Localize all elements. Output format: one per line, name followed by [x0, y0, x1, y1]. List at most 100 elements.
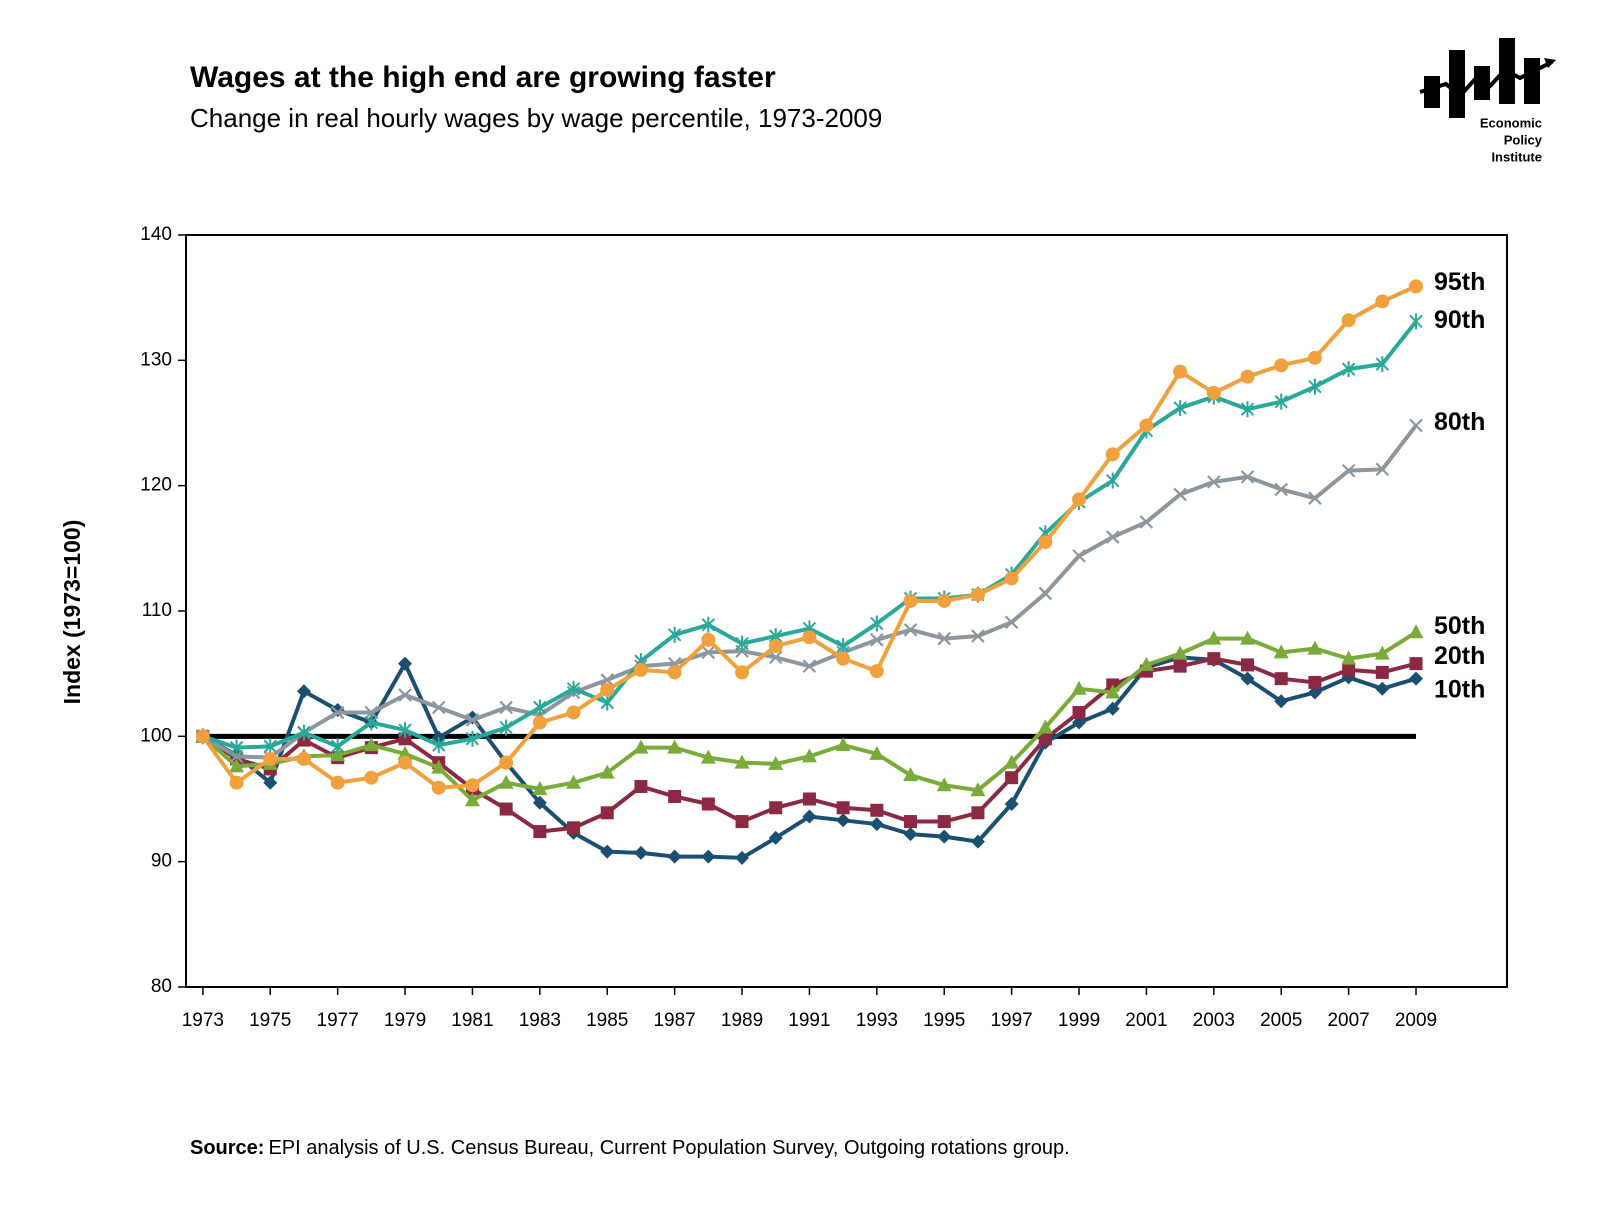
marker: [1038, 586, 1053, 601]
series-label: 80th: [1434, 408, 1485, 436]
marker: [1105, 447, 1120, 462]
marker: [1207, 652, 1221, 666]
y-axis-label: Index (1973=100): [59, 520, 85, 705]
logo-bar: [1524, 58, 1540, 104]
logo-bar: [1424, 76, 1440, 108]
marker: [1105, 684, 1121, 699]
logo-arrowhead: [1544, 58, 1556, 68]
marker: [1374, 645, 1390, 660]
marker: [802, 630, 817, 645]
marker: [869, 817, 884, 832]
marker: [768, 639, 783, 654]
marker: [735, 665, 750, 680]
marker: [330, 775, 345, 790]
marker: [836, 801, 850, 815]
marker: [1241, 658, 1255, 672]
marker: [937, 631, 952, 646]
plot-frame: [185, 234, 1508, 988]
marker: [1240, 630, 1256, 645]
logo-arrow: [1419, 60, 1553, 99]
marker: [1341, 361, 1356, 378]
marker: [330, 738, 345, 755]
logo: Economic Policy Institute: [1419, 38, 1556, 164]
x-tick-label: 1989: [721, 1010, 763, 1031]
x-tick-label: 1977: [317, 1010, 359, 1031]
marker: [1172, 645, 1188, 660]
marker: [1240, 369, 1255, 384]
marker: [667, 665, 682, 680]
series: 10th: [195, 650, 1485, 865]
chart-subtitle: Change in real hourly wages by wage perc…: [190, 103, 882, 133]
marker: [229, 758, 245, 773]
series-label: 90th: [1434, 306, 1485, 334]
marker: [1341, 313, 1356, 328]
series-line: [201, 656, 1417, 834]
x-tick-label: 1981: [451, 1010, 493, 1031]
x-tick-label: 2001: [1125, 1010, 1167, 1031]
marker: [398, 688, 412, 702]
marker: [1342, 663, 1356, 677]
marker: [600, 682, 615, 697]
marker: [263, 738, 277, 755]
marker: [1375, 665, 1389, 679]
marker: [1274, 482, 1288, 497]
marker: [633, 739, 649, 754]
marker: [667, 849, 682, 864]
marker: [566, 774, 582, 789]
x-tick-label: 1975: [249, 1010, 291, 1031]
marker: [700, 749, 716, 764]
marker: [1206, 385, 1221, 400]
marker: [363, 737, 379, 752]
marker: [971, 806, 985, 820]
marker: [701, 797, 715, 811]
x-tick-label: 2007: [1327, 1010, 1369, 1031]
x-tick-label: 1979: [384, 1010, 426, 1031]
marker: [1307, 640, 1323, 655]
marker: [398, 732, 412, 746]
marker: [1173, 487, 1187, 502]
x-tick-label: 1997: [990, 1010, 1032, 1031]
marker: [1207, 475, 1221, 489]
marker: [1409, 671, 1424, 686]
marker: [1139, 418, 1154, 433]
marker: [1307, 350, 1322, 365]
marker: [532, 795, 547, 810]
logo-text: Economic: [1480, 115, 1542, 130]
marker: [532, 780, 548, 795]
x-tick-label: 2003: [1193, 1010, 1235, 1031]
y-tick-label: 120: [140, 475, 172, 496]
series-line: [201, 630, 1418, 803]
marker: [431, 780, 446, 795]
marker: [1308, 378, 1322, 395]
marker: [296, 684, 311, 699]
marker: [735, 635, 749, 652]
marker: [1341, 650, 1357, 665]
marker: [397, 745, 413, 760]
chart-title: Wages at the high end are growing faster: [190, 61, 776, 94]
marker: [970, 782, 986, 797]
marker: [1274, 393, 1288, 410]
marker: [768, 755, 784, 770]
marker: [499, 755, 514, 770]
marker: [364, 705, 379, 720]
series-label: 50th: [1434, 612, 1485, 640]
marker: [1173, 659, 1187, 673]
marker: [869, 745, 885, 760]
marker: [1409, 418, 1423, 433]
marker: [1072, 706, 1086, 720]
y-tick-label: 110: [142, 600, 172, 621]
marker: [802, 659, 817, 673]
marker: [1173, 399, 1187, 416]
marker: [970, 587, 985, 602]
marker: [802, 792, 816, 806]
marker: [1105, 701, 1120, 716]
marker: [600, 806, 614, 820]
marker: [836, 651, 851, 666]
marker: [432, 737, 446, 754]
y-tick-label: 140: [140, 224, 172, 245]
marker: [1274, 672, 1288, 686]
marker: [734, 754, 750, 769]
marker: [903, 593, 918, 608]
marker: [1341, 463, 1356, 478]
logo-bar: [1449, 50, 1465, 118]
